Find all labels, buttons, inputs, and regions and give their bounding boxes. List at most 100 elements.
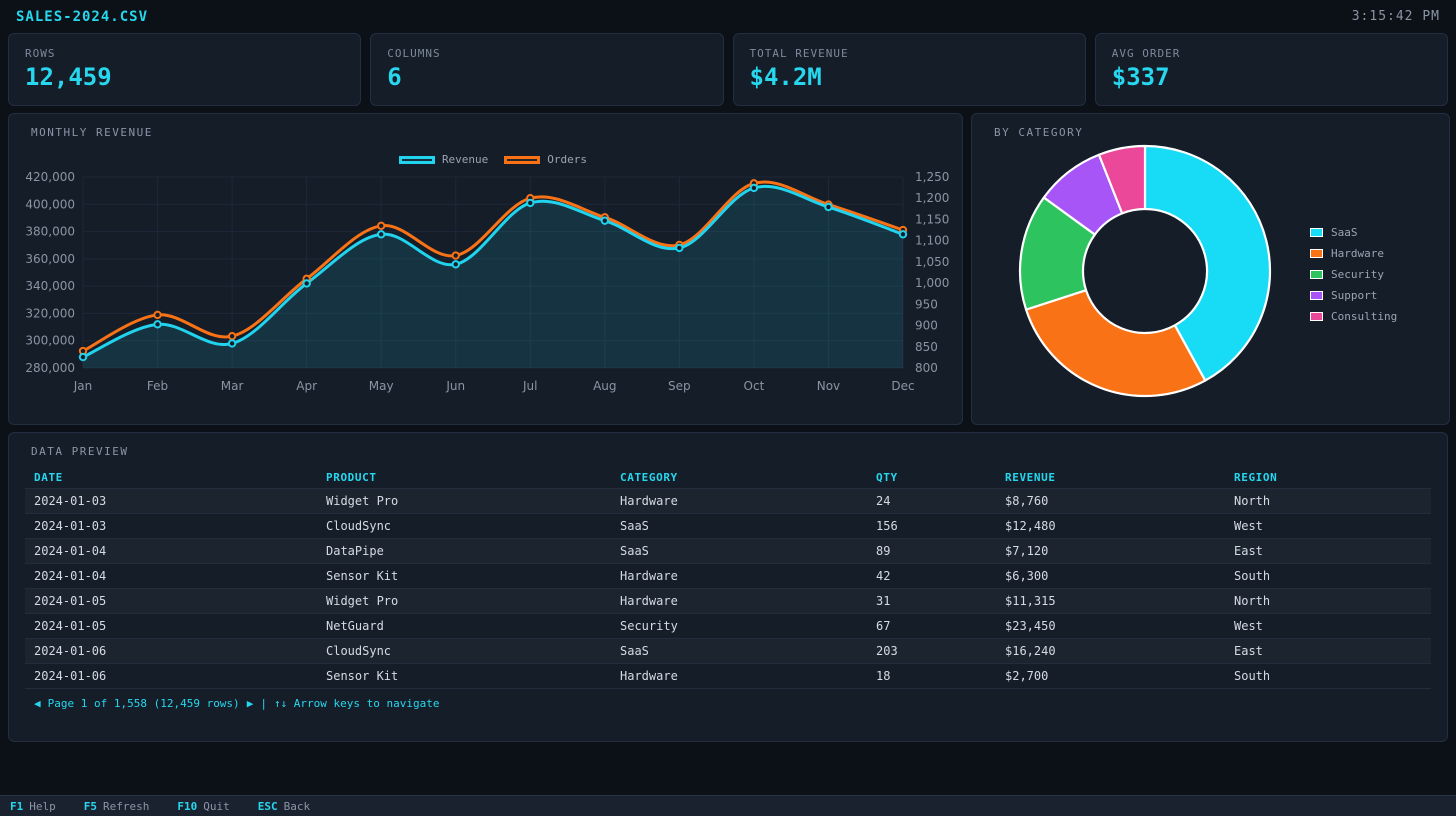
table-cell: Hardware: [620, 494, 678, 508]
left-axis-tick: 380,000: [25, 225, 75, 239]
shortcut-key: F10: [177, 799, 198, 813]
column-header-revenue: REVENUE: [1005, 471, 1056, 484]
donut-slice-consulting: [1097, 144, 1147, 215]
table-cell: 2024-01-03: [34, 494, 107, 508]
page-indicator: Page 1 of 1,558 (12,459 rows): [47, 697, 240, 710]
category-legend: SaaS Hardware Security Support Consulting: [1310, 222, 1397, 327]
pagination: ◀ Page 1 of 1,558 (12,459 rows) ▶ | ↑↓ A…: [34, 697, 440, 710]
orders-data-point: [451, 251, 460, 260]
table-row[interactable]: 2024-01-03 CloudSync SaaS 156 $12,480 West: [25, 514, 1431, 539]
table-row[interactable]: 2024-01-06 Sensor Kit Hardware 18 $2,700 Sout…: [25, 664, 1431, 689]
shortcut-esc[interactable]: ESC Back: [258, 800, 310, 813]
table-row[interactable]: 2024-01-05 NetGuard Security 67 $23,450 West: [25, 614, 1431, 639]
shortcut-f5[interactable]: F5 Refresh: [84, 800, 150, 813]
legend-item-security[interactable]: Security: [1310, 264, 1397, 285]
stat-card-avg-order: AVG ORDER $337: [1094, 33, 1448, 106]
table-cell: CloudSync: [326, 519, 392, 533]
table-cell: Sensor Kit: [326, 569, 399, 583]
revenue-data-point: [302, 279, 311, 288]
table-cell: SaaS: [620, 544, 649, 558]
table-cell: 2024-01-05: [34, 594, 107, 608]
revenue-data-point: [675, 243, 684, 253]
table-cell: West: [1234, 519, 1263, 533]
legend-label: SaaS: [1331, 226, 1358, 239]
next-page-button[interactable]: ▶: [246, 697, 254, 710]
table-cell: 2024-01-06: [34, 669, 107, 683]
right-axis-tick: 900: [915, 319, 938, 333]
table-row[interactable]: 2024-01-04 DataPipe SaaS 89 $7,120 East: [25, 539, 1431, 564]
table-cell: 203: [876, 644, 898, 658]
orders-data-point: [376, 221, 386, 231]
clock: 3:15:42 PM: [1351, 9, 1440, 24]
table-row[interactable]: 2024-01-03 Widget Pro Hardware 24 $8,760 Nort…: [25, 489, 1431, 514]
legend-item-support[interactable]: Support: [1310, 285, 1397, 306]
table-cell: Hardware: [620, 594, 678, 608]
left-axis-tick: 320,000: [25, 306, 75, 320]
revenue-data-point: [824, 202, 833, 212]
charts-row: MONTHLY REVENUE Revenue Orders 420,000 400…: [8, 113, 1450, 425]
table-cell: $23,450: [1005, 619, 1056, 633]
category-panel: BY CATEGORY SaaS Hardware Security Support C…: [971, 113, 1450, 425]
shortcut-label: Refresh: [103, 799, 150, 813]
legend-item-revenue[interactable]: Revenue: [398, 153, 489, 166]
panel-title-monthly-revenue: MONTHLY REVENUE: [31, 126, 153, 139]
table-cell: 156: [876, 519, 898, 533]
revenue-data-point: [376, 230, 386, 239]
legend-label: Revenue: [441, 153, 489, 166]
table-cell: Hardware: [620, 569, 678, 583]
table-row[interactable]: 2024-01-04 Sensor Kit Hardware 42 $6,300 Sout…: [25, 564, 1431, 589]
month-label: Sep: [668, 379, 691, 393]
right-axis-tick: 1,050: [915, 255, 949, 269]
table-cell: Hardware: [620, 669, 678, 683]
revenue-data-point: [451, 260, 460, 269]
panel-title-data-preview: DATA PREVIEW: [31, 445, 129, 458]
legend-item-orders[interactable]: Orders: [504, 153, 587, 166]
left-axis-tick: 280,000: [25, 361, 75, 375]
shortcut-f1[interactable]: F1 Help: [10, 800, 56, 813]
pagination-hint: ↑↓ Arrow keys to navigate: [273, 697, 440, 710]
table-cell: DataPipe: [326, 544, 384, 558]
revenue-data-point: [898, 230, 908, 239]
left-axis-tick: 360,000: [25, 252, 75, 266]
month-label: Apr: [296, 379, 317, 393]
grid-lines: [82, 176, 904, 369]
revenue-area-fill: [83, 186, 903, 368]
shortcut-f10[interactable]: F10 Quit: [177, 800, 229, 813]
legend-label: Security: [1331, 268, 1384, 281]
legend-swatch: [1310, 228, 1323, 237]
table-cell: West: [1234, 619, 1263, 633]
table-row[interactable]: 2024-01-06 CloudSync SaaS 203 $16,240 East: [25, 639, 1431, 664]
legend-label: Hardware: [1331, 247, 1384, 260]
month-label: Aug: [593, 379, 616, 393]
table-cell: $7,120: [1005, 544, 1049, 558]
table-cell: $12,480: [1005, 519, 1056, 533]
stat-label: TOTAL REVENUE: [749, 47, 849, 60]
table-cell: East: [1234, 644, 1263, 658]
table-row[interactable]: 2024-01-05 Widget Pro Hardware 31 $11,315 Nor…: [25, 589, 1431, 614]
legend-swatch: [1310, 249, 1323, 258]
left-axis-tick: 340,000: [25, 279, 75, 293]
legend-item-consulting[interactable]: Consulting: [1310, 306, 1397, 327]
stat-label: AVG ORDER: [1111, 47, 1181, 60]
stat-value: $4.2M: [749, 63, 822, 91]
legend-swatch: [1310, 312, 1323, 321]
app-header: SALES-2024.CSV 3:15:42 PM: [0, 0, 1456, 33]
legend-item-hardware[interactable]: Hardware: [1310, 243, 1397, 264]
donut-slice-hardware: [1025, 289, 1207, 398]
revenue-data-point: [749, 183, 759, 193]
legend-swatch: [504, 155, 541, 164]
monthly-revenue-panel: MONTHLY REVENUE Revenue Orders 420,000 400…: [8, 113, 963, 425]
table-cell: Widget Pro: [326, 594, 399, 608]
stat-value: 6: [387, 63, 402, 91]
legend-item-saas[interactable]: SaaS: [1310, 222, 1397, 243]
right-axis-tick: 1,200: [915, 191, 949, 205]
legend-label: Support: [1331, 289, 1378, 302]
stat-card-columns: COLUMNS 6: [370, 33, 724, 106]
revenue-data-point: [526, 198, 535, 208]
revenue-data-point: [78, 352, 88, 362]
table-cell: 67: [876, 619, 891, 633]
revenue-data-point: [227, 339, 237, 348]
shortcut-label: Help: [29, 799, 56, 813]
revenue-data-point: [600, 216, 610, 225]
prev-page-button[interactable]: ◀: [34, 697, 41, 710]
